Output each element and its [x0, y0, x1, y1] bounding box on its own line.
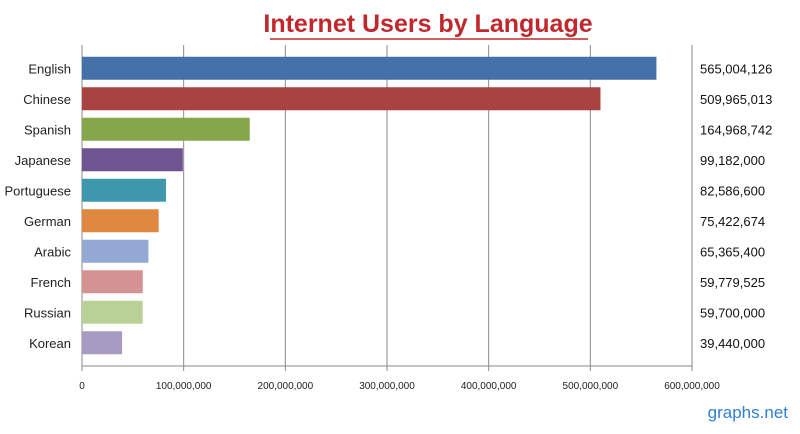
value-label: 99,182,000 — [700, 153, 765, 168]
value-label: 65,365,400 — [700, 244, 765, 259]
value-label: 164,968,742 — [700, 122, 772, 137]
category-label: Spanish — [24, 122, 71, 137]
x-tick-label: 400,000,000 — [461, 381, 517, 392]
bar-portuguese — [82, 178, 166, 202]
category-label: Portuguese — [5, 183, 72, 198]
bar-french — [82, 270, 143, 294]
bar-arabic — [82, 239, 149, 263]
category-label: German — [24, 214, 71, 229]
value-label: 509,965,013 — [700, 92, 772, 107]
chart-title: Internet Users by Language — [263, 10, 592, 38]
category-label: Arabic — [34, 244, 71, 259]
value-label: 59,779,525 — [700, 275, 765, 290]
bars — [82, 56, 657, 355]
x-tick-label: 500,000,000 — [563, 381, 619, 392]
bar-japanese — [82, 148, 183, 172]
category-labels: English Chinese Spanish Japanese Portuguese G… — [5, 61, 72, 351]
category-label: English — [28, 61, 71, 76]
category-label: Chinese — [23, 92, 71, 107]
x-tick-label: 100,000,000 — [156, 381, 212, 392]
bar-chinese — [82, 87, 601, 111]
x-tick-labels: 0 100,000,000 200,000,000 300,000,000 400,00… — [79, 381, 720, 392]
value-label: 565,004,126 — [700, 61, 772, 76]
category-label: French — [31, 275, 71, 290]
value-label: 82,586,600 — [700, 183, 765, 198]
value-label: 75,422,674 — [700, 214, 765, 229]
bar-german — [82, 209, 159, 233]
bar-russian — [82, 300, 143, 324]
bar-spanish — [82, 117, 250, 141]
value-label: 39,440,000 — [700, 336, 765, 351]
value-labels: 565,004,126 509,965,013 164,968,742 99,182,… — [700, 61, 772, 351]
category-label: Japanese — [15, 153, 71, 168]
x-tick-label: 0 — [79, 381, 85, 392]
value-label: 59,700,000 — [700, 305, 765, 320]
x-tick-label: 200,000,000 — [258, 381, 314, 392]
x-tick-label: 600,000,000 — [664, 381, 720, 392]
bar-english — [82, 56, 657, 80]
category-label: Korean — [29, 336, 71, 351]
category-label: Russian — [24, 305, 71, 320]
x-tick-label: 300,000,000 — [359, 381, 415, 392]
bar-korean — [82, 331, 123, 355]
watermark: graphs.net — [708, 403, 789, 422]
